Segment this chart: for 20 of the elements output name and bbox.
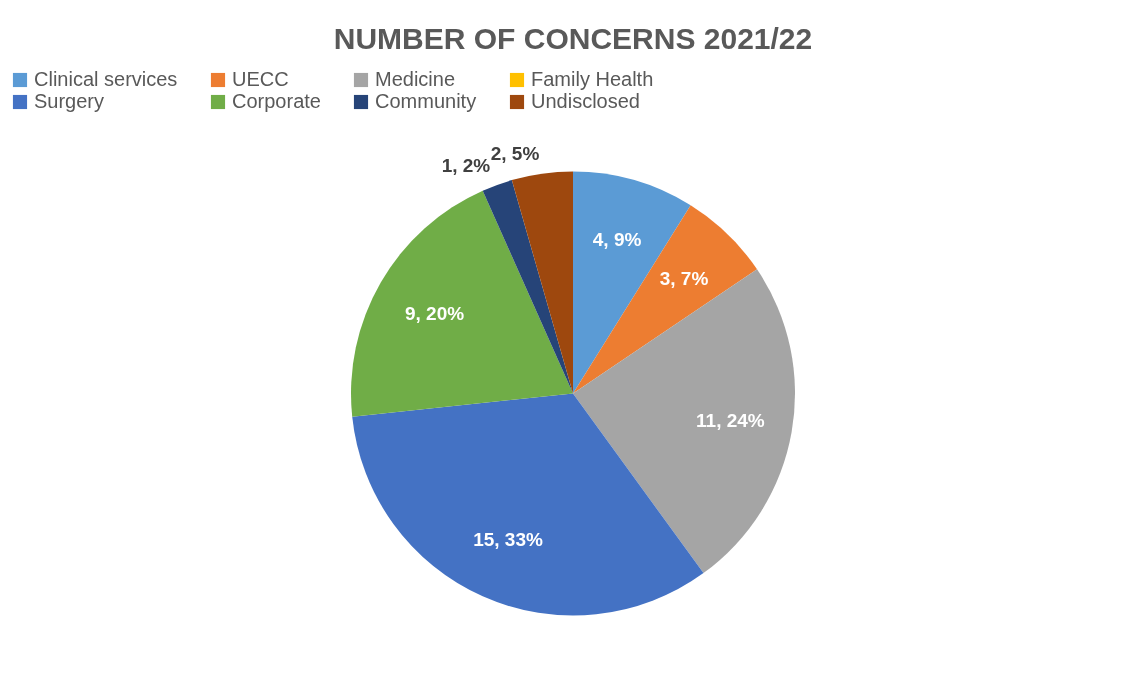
pie-slice	[351, 190, 573, 417]
data-label: 9, 20%	[405, 302, 465, 324]
legend-label: Family Health	[531, 68, 654, 90]
data-label: 2, 5%	[490, 142, 540, 164]
legend-label: Surgery	[34, 90, 105, 112]
data-label: 1, 2%	[441, 155, 491, 177]
legend-label: UECC	[232, 68, 289, 90]
pie-slice	[573, 269, 795, 574]
chart-title: NUMBER OF CONCERNS 2021/22	[333, 22, 813, 55]
legend-label: Corporate	[232, 90, 321, 112]
data-label: 4, 9%	[592, 228, 642, 250]
data-label: 3, 7%	[659, 267, 709, 289]
pie-slice	[573, 205, 758, 394]
data-label: 15, 33%	[473, 528, 543, 550]
data-label: 11, 24%	[696, 410, 765, 432]
pie-slice	[511, 171, 573, 394]
legend-label: Community	[375, 90, 477, 112]
legend-label: Clinical services	[34, 68, 178, 90]
legend-label: Undisclosed	[531, 90, 640, 112]
legend-label: Medicine	[375, 68, 456, 90]
